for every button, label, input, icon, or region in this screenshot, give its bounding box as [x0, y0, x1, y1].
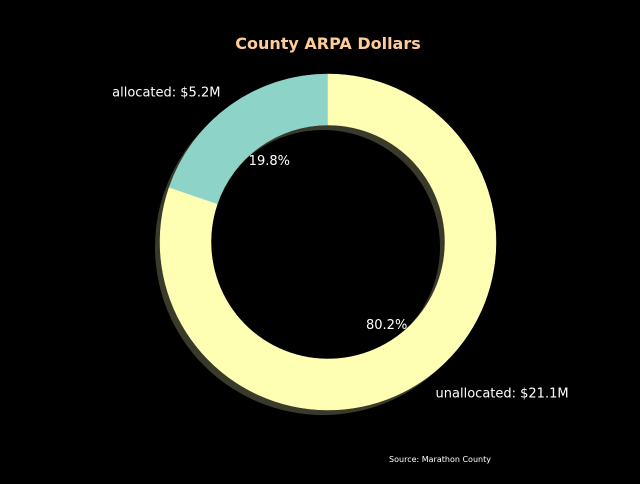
percent-label-unallocated: 80.2% [366, 318, 407, 333]
slice-label-allocated: allocated: $5.2M [112, 86, 220, 101]
source-note: Source: Marathon County [389, 455, 491, 464]
donut-slices [159, 73, 497, 411]
percent-label-allocated: 19.8% [249, 154, 290, 169]
slice-label-unallocated: unallocated: $21.1M [436, 386, 569, 401]
chart-title: County ARPA Dollars [235, 34, 421, 53]
slice-unallocated [159, 73, 497, 411]
slice-labels: allocated: $5.2M 19.8% unallocated: $21.1M… [112, 86, 568, 402]
